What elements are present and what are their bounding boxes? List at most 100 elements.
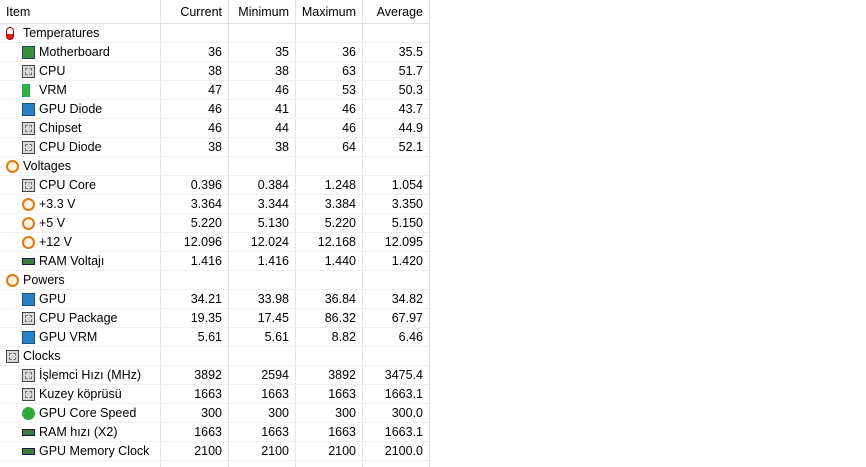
sensor-value: 6.46 xyxy=(398,330,423,344)
sensor-value: 46 xyxy=(342,121,356,135)
sensor-value: 44.9 xyxy=(398,121,423,135)
row-icon xyxy=(22,369,35,382)
row-divider xyxy=(0,61,429,62)
sensor-value: 12.095 xyxy=(384,235,423,249)
row-divider xyxy=(0,137,429,138)
sensor-value: 1663 xyxy=(328,387,356,401)
sensor-value: 2100 xyxy=(194,444,222,458)
sensor-value: 47 xyxy=(208,83,222,97)
sensor-value: 46 xyxy=(208,102,222,116)
sensor-value: 3.344 xyxy=(257,197,289,211)
row-divider xyxy=(0,232,429,233)
sensor-value: 12.096 xyxy=(183,235,222,249)
item-label: GPU Memory Clock xyxy=(39,444,150,458)
row-divider xyxy=(0,403,429,404)
group-label: Temperatures xyxy=(23,26,100,40)
row-divider xyxy=(0,365,429,366)
sensor-value: 33.98 xyxy=(257,292,289,306)
sensor-value: 36 xyxy=(208,45,222,59)
column-divider xyxy=(228,0,229,467)
row-icon xyxy=(22,84,30,97)
row-divider xyxy=(0,80,429,81)
sensor-value: 0.396 xyxy=(190,178,222,192)
row-divider xyxy=(0,289,429,290)
group-icon xyxy=(6,160,19,173)
sensor-value: 38 xyxy=(275,140,289,154)
sensor-value: 5.220 xyxy=(190,216,222,230)
sensor-value: 1.416 xyxy=(257,254,289,268)
row-divider xyxy=(0,194,429,195)
row-icon xyxy=(22,141,35,154)
row-icon xyxy=(22,312,35,325)
row-icon xyxy=(22,388,35,401)
column-divider xyxy=(362,0,363,467)
row-icon xyxy=(22,236,35,249)
row-icon xyxy=(22,179,35,192)
sensor-value: 5.220 xyxy=(324,216,356,230)
column-divider xyxy=(160,0,161,467)
sensor-value: 46 xyxy=(208,121,222,135)
sensor-value: 1.440 xyxy=(324,254,356,268)
item-label: GPU VRM xyxy=(39,330,98,344)
item-label: GPU Diode xyxy=(39,102,103,116)
sensor-value: 300 xyxy=(268,406,289,420)
row-icon xyxy=(22,407,35,420)
item-label: Chipset xyxy=(39,121,82,135)
sensor-value: 44 xyxy=(275,121,289,135)
sensor-value: 2100.0 xyxy=(384,444,423,458)
item-label: +5 V xyxy=(39,216,66,230)
sensor-value: 1.420 xyxy=(391,254,423,268)
sensor-value: 300 xyxy=(201,406,222,420)
row-icon xyxy=(22,103,35,116)
sensor-value: 1663.1 xyxy=(384,425,423,439)
row-divider xyxy=(0,175,429,176)
row-divider xyxy=(0,213,429,214)
item-label: CPU Package xyxy=(39,311,118,325)
item-label: CPU Core xyxy=(39,178,96,192)
sensor-value: 300.0 xyxy=(391,406,423,420)
column-header: Current xyxy=(180,5,222,19)
group-label: Clocks xyxy=(23,349,61,363)
sensor-value: 52.1 xyxy=(398,140,423,154)
sensor-value: 1.416 xyxy=(190,254,222,268)
row-icon xyxy=(22,217,35,230)
sensor-value: 5.150 xyxy=(391,216,423,230)
item-label: Motherboard xyxy=(39,45,110,59)
item-label: Kuzey köprüsü xyxy=(39,387,122,401)
row-divider xyxy=(0,156,429,157)
sensor-value: 12.168 xyxy=(317,235,356,249)
row-divider xyxy=(0,99,429,100)
row-divider xyxy=(0,327,429,328)
item-label: VRM xyxy=(39,83,67,97)
item-label: RAM Voltajı xyxy=(39,254,105,268)
sensor-value: 5.61 xyxy=(197,330,222,344)
sensor-value: 17.45 xyxy=(257,311,289,325)
row-icon xyxy=(22,331,35,344)
sensor-value: 34.21 xyxy=(190,292,222,306)
sensor-value: 51.7 xyxy=(398,64,423,78)
row-divider xyxy=(0,270,429,271)
item-label: +3.3 V xyxy=(39,197,76,211)
column-header: Item xyxy=(6,5,31,19)
sensor-value: 1663 xyxy=(261,387,289,401)
row-icon xyxy=(22,46,35,59)
sensor-value: 1663 xyxy=(194,425,222,439)
sensor-value: 12.024 xyxy=(250,235,289,249)
item-label: CPU Diode xyxy=(39,140,102,154)
sensor-value: 46 xyxy=(342,102,356,116)
sensor-value: 34.82 xyxy=(391,292,423,306)
sensor-value: 35 xyxy=(275,45,289,59)
sensor-value: 38 xyxy=(275,64,289,78)
sensor-value: 53 xyxy=(342,83,356,97)
sensor-value: 67.97 xyxy=(391,311,423,325)
sensor-value: 0.384 xyxy=(257,178,289,192)
sensor-value: 43.7 xyxy=(398,102,423,116)
group-label: Voltages xyxy=(23,159,71,173)
item-label: İşlemci Hızı (MHz) xyxy=(39,368,142,382)
column-header: Minimum xyxy=(238,5,289,19)
sensor-value: 3.384 xyxy=(324,197,356,211)
sensor-value: 38 xyxy=(208,64,222,78)
sensor-value: 19.35 xyxy=(190,311,222,325)
group-icon xyxy=(6,27,14,40)
